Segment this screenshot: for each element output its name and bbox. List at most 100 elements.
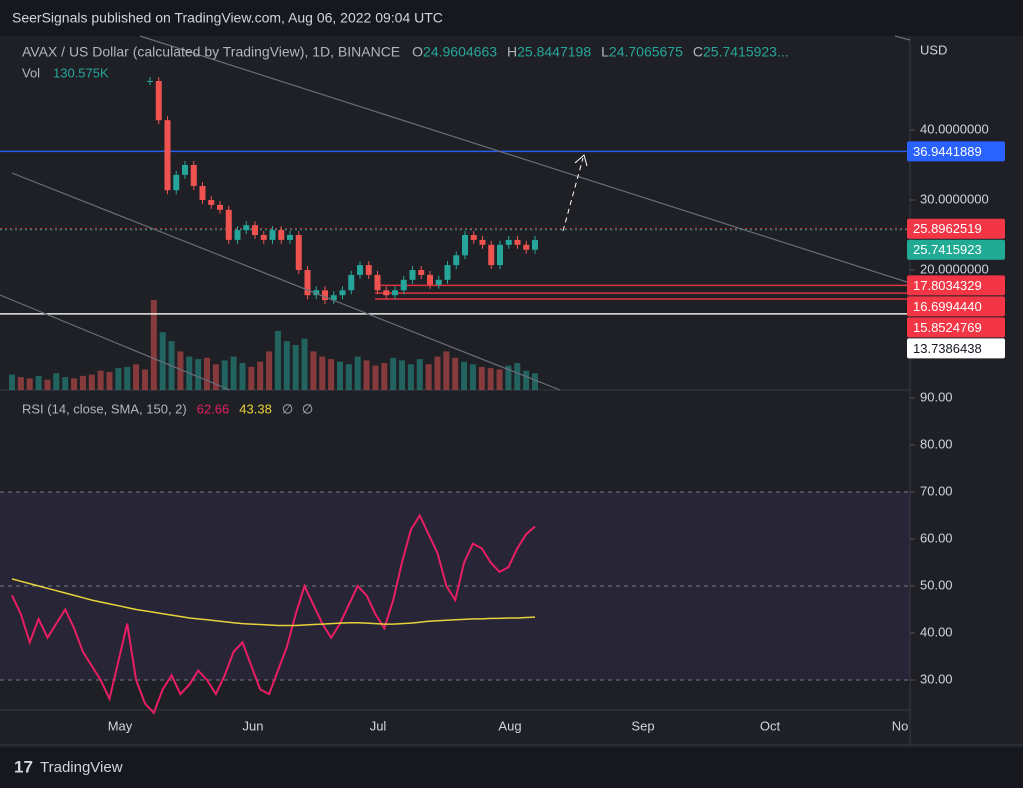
candle-body bbox=[182, 164, 188, 175]
candle-body bbox=[173, 174, 180, 191]
candle-body bbox=[497, 244, 503, 266]
candle-body bbox=[418, 269, 425, 275]
y-tick-label: 60.00 bbox=[920, 530, 953, 545]
footer-logo: 17 bbox=[14, 757, 33, 776]
candle-body bbox=[234, 230, 241, 240]
rsi-band bbox=[0, 491, 910, 680]
x-tick-label: May bbox=[108, 718, 133, 733]
price-label: 17.8034329 bbox=[913, 278, 982, 293]
candle-body bbox=[147, 80, 153, 82]
ohlc-label: O bbox=[412, 44, 423, 60]
volume-bar bbox=[283, 341, 290, 390]
y-tick-label: 70.00 bbox=[920, 483, 953, 498]
volume-bar bbox=[150, 300, 157, 390]
candle-body bbox=[505, 239, 512, 245]
price-label-box bbox=[907, 239, 1005, 260]
volume-bar bbox=[17, 377, 24, 390]
candle-body bbox=[523, 244, 530, 250]
candle-body bbox=[365, 265, 372, 275]
volume-bar bbox=[141, 369, 148, 390]
rsi-line bbox=[11, 578, 536, 627]
y-tick-label: 30.0000000 bbox=[920, 191, 989, 206]
candle-body bbox=[287, 234, 293, 240]
footer-bar bbox=[0, 748, 1023, 788]
candle-body bbox=[488, 244, 495, 266]
volume-bar bbox=[97, 370, 104, 390]
volume-bar bbox=[221, 360, 228, 390]
volume-bar bbox=[248, 366, 255, 390]
price-label-box bbox=[907, 317, 1005, 338]
price-label: 16.6994440 bbox=[913, 299, 982, 314]
rsi-title: RSI (14, close, SMA, 150, 2) bbox=[22, 401, 187, 416]
volume-bar bbox=[26, 378, 33, 390]
volume-bar bbox=[319, 356, 326, 390]
volume-bar bbox=[106, 372, 113, 390]
candle-body bbox=[409, 269, 416, 280]
volume-bar bbox=[230, 356, 237, 390]
header-bar bbox=[0, 0, 1023, 36]
volume-bar bbox=[71, 378, 78, 390]
volume-bar bbox=[79, 375, 86, 390]
candle-body bbox=[278, 230, 285, 240]
y-tick-label: 20.0000000 bbox=[920, 261, 989, 276]
volume-bar bbox=[115, 368, 122, 390]
price-label-box bbox=[907, 338, 1005, 359]
rsi-line bbox=[11, 513, 536, 715]
arrow-head bbox=[574, 154, 588, 167]
volume-bar bbox=[523, 370, 530, 390]
ohlc-label: C bbox=[693, 44, 703, 60]
volume-bar bbox=[381, 363, 388, 390]
volume-bar bbox=[345, 364, 352, 390]
volume-bar bbox=[416, 359, 423, 390]
volume-bar bbox=[390, 357, 397, 390]
candle-body bbox=[252, 225, 258, 235]
vol-label: Vol bbox=[22, 65, 40, 80]
candle-body bbox=[225, 209, 232, 240]
volume-bar bbox=[452, 357, 459, 390]
y-tick-label: 80.00 bbox=[920, 436, 953, 451]
price-label-box bbox=[907, 296, 1005, 317]
x-tick-label: Oct bbox=[760, 718, 781, 733]
rsi-value: 62.66 bbox=[197, 401, 230, 416]
price-label: 15.8524769 bbox=[913, 320, 982, 335]
x-tick-label: Aug bbox=[498, 718, 521, 733]
price-label: 25.7415923 bbox=[913, 242, 982, 257]
x-tick-label: Sep bbox=[631, 718, 654, 733]
candle-body bbox=[269, 230, 276, 240]
candle-body bbox=[532, 239, 538, 250]
chart-title: AVAX / US Dollar (calculated by TradingV… bbox=[22, 44, 400, 60]
projection-arrow bbox=[562, 157, 584, 232]
candle-body bbox=[199, 185, 206, 200]
ohlc-value: 24.7065675 bbox=[609, 44, 683, 60]
candle-body bbox=[427, 274, 433, 285]
candle-body bbox=[330, 295, 337, 301]
rsi-empty: ∅ bbox=[282, 401, 293, 416]
trend-line bbox=[139, 35, 911, 284]
candle-body bbox=[348, 274, 355, 291]
volume-bar bbox=[239, 363, 246, 390]
vol-value: 130.575K bbox=[53, 65, 109, 80]
candle-body bbox=[190, 164, 197, 186]
candle-body bbox=[313, 290, 320, 296]
volume-bar bbox=[266, 351, 273, 390]
volume-bar bbox=[274, 330, 281, 390]
candle-body bbox=[374, 274, 381, 291]
volume-bar bbox=[195, 359, 202, 390]
trend-line bbox=[894, 35, 911, 41]
candle-body bbox=[217, 204, 223, 210]
volume-bar bbox=[478, 366, 485, 390]
volume-bar bbox=[328, 359, 335, 390]
trend-line bbox=[11, 172, 561, 391]
volume-bar bbox=[301, 338, 308, 390]
x-tick-label: Jun bbox=[243, 718, 264, 733]
candle-body bbox=[479, 239, 486, 245]
ohlc-value: 25.8447198 bbox=[517, 44, 591, 60]
volume-bar bbox=[514, 363, 521, 390]
volume-bar bbox=[443, 351, 450, 390]
candle-body bbox=[400, 279, 407, 291]
volume-bar bbox=[35, 375, 42, 390]
candle-body bbox=[462, 234, 468, 256]
candle-body bbox=[514, 239, 521, 245]
